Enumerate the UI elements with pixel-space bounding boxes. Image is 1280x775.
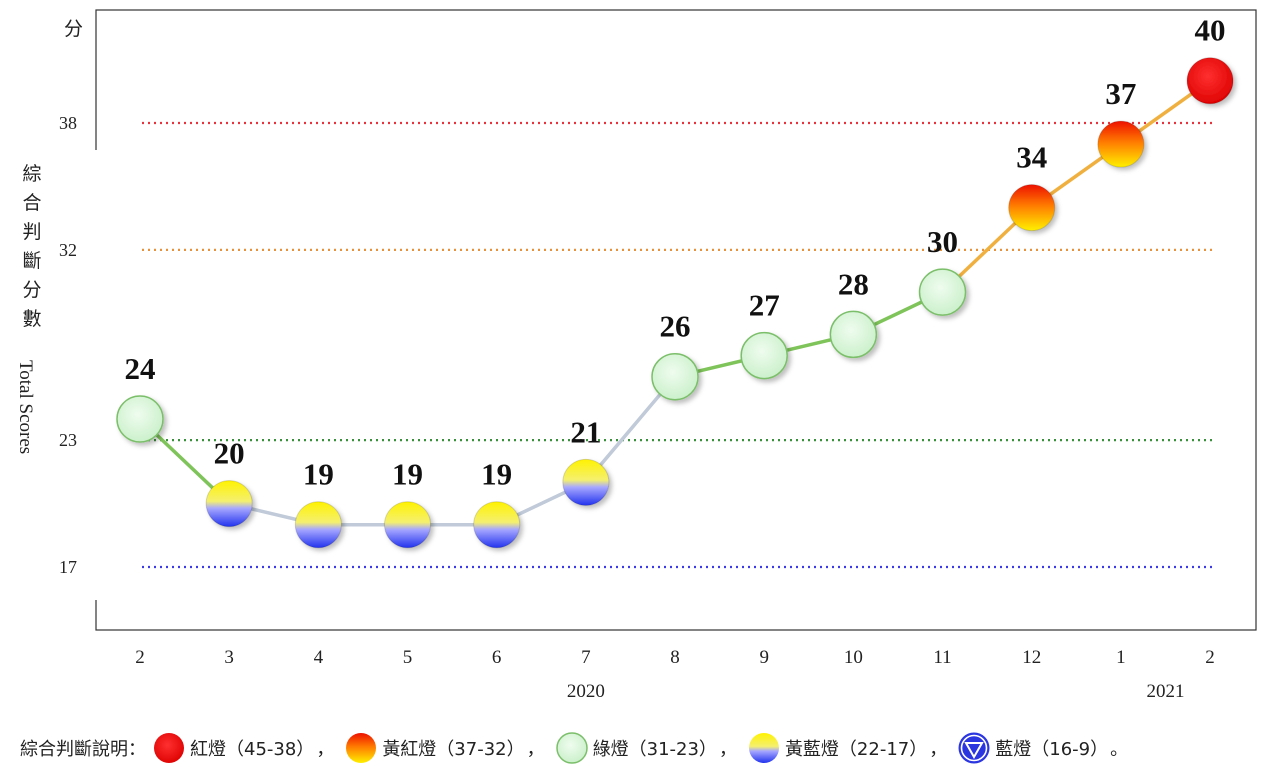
legend-item-yellow-blue: 黃藍燈（22-17） ， <box>743 730 953 766</box>
data-point-green-lamp <box>740 331 788 380</box>
y-axis-title-cjk: 綜合判斷分數 <box>22 163 42 330</box>
x-tick-label: 11 <box>933 647 951 668</box>
x-tick-label: 5 <box>403 647 413 668</box>
x-tick-label: 3 <box>224 647 234 668</box>
legend-item-blue: 藍燈（16-9） 。 <box>953 730 1134 766</box>
legend-item-green: 綠燈（31-23） ， <box>551 730 743 766</box>
data-point-yellow-blue-lamp <box>294 501 342 549</box>
y-tick-label: 17 <box>59 557 77 577</box>
data-label: 28 <box>838 266 869 301</box>
year-label: 2020 <box>567 681 605 702</box>
x-tick-label: 2 <box>135 647 145 668</box>
x-tick-label: 12 <box>1022 647 1041 668</box>
legend-label-blue: 藍燈（16-9） <box>995 739 1109 760</box>
legend-item-yellow-red: 黃紅燈（37-32） ， <box>340 730 550 766</box>
data-point-green-lamp <box>651 352 699 401</box>
data-label: 27 <box>749 288 780 323</box>
x-tick-label: 10 <box>844 647 863 668</box>
red-lamp-icon <box>154 733 184 763</box>
y-tick-label: 23 <box>59 430 77 450</box>
x-tick-label: 8 <box>670 647 680 668</box>
data-label: 21 <box>570 414 601 449</box>
legend-label-green: 綠燈（31-23） <box>592 739 717 760</box>
data-point-green-lamp <box>116 395 164 443</box>
data-label: 19 <box>392 457 423 492</box>
data-point-yellow-blue-lamp <box>384 501 432 549</box>
legend-label-red: 紅燈（45-38） <box>190 739 315 760</box>
yellow-red-lamp-icon <box>346 733 377 763</box>
data-point-red-lamp <box>1186 57 1234 105</box>
legend-label-yellow-blue: 黃藍燈（22-17） <box>784 739 928 760</box>
year-label: 2021 <box>1146 681 1184 702</box>
data-label: 20 <box>214 436 245 471</box>
data-label: 34 <box>1016 140 1047 175</box>
legend-label-yellow-red: 黃紅燈（37-32） <box>382 739 525 760</box>
data-label: 40 <box>1195 13 1226 48</box>
legend-separator: 。 <box>1110 739 1129 760</box>
data-point-yellow-blue-lamp <box>562 458 610 506</box>
legend-item-red: 紅燈（45-38） ， <box>148 730 340 766</box>
legend-separator: ， <box>316 739 335 760</box>
x-tick-label: 6 <box>492 647 502 668</box>
data-label: 19 <box>303 457 334 492</box>
data-point-yellow-red-lamp <box>1008 184 1056 232</box>
legend: 綜合判斷說明： 紅燈（45-38） ， 黃紅燈（37-32） ， 綠燈（31-2… <box>20 730 1134 766</box>
data-label: 37 <box>1105 76 1136 111</box>
x-tick-label: 4 <box>314 647 324 668</box>
data-label: 19 <box>481 457 512 492</box>
data-label: 30 <box>927 224 958 259</box>
legend-separator: ， <box>929 739 948 760</box>
legend-separator: ， <box>718 739 737 760</box>
x-tick-label: 1 <box>1116 647 1126 668</box>
data-label: 24 <box>125 351 156 386</box>
green-lamp-icon <box>555 732 588 764</box>
y-axis-title-en: Total Scores <box>15 360 36 455</box>
data-point-yellow-red-lamp <box>1097 120 1145 168</box>
legend-title: 綜合判斷說明： <box>20 739 146 760</box>
blue-lamp-icon <box>958 732 990 764</box>
y-unit-label: 分 <box>64 19 84 40</box>
data-point-yellow-blue-lamp <box>205 480 253 528</box>
data-point-green-lamp <box>918 268 967 316</box>
data-point-yellow-blue-lamp <box>473 501 521 549</box>
y-tick-label: 38 <box>59 113 77 133</box>
yellow-blue-lamp-icon <box>748 733 779 763</box>
x-tick-label: 7 <box>581 647 591 668</box>
frame-gap <box>90 150 100 600</box>
x-tick-label: 9 <box>759 647 769 668</box>
data-point-green-lamp <box>829 310 878 359</box>
legend-separator: ， <box>526 739 545 760</box>
data-label: 26 <box>660 309 691 344</box>
y-tick-label: 32 <box>59 240 77 260</box>
x-tick-label: 2 <box>1205 647 1215 668</box>
